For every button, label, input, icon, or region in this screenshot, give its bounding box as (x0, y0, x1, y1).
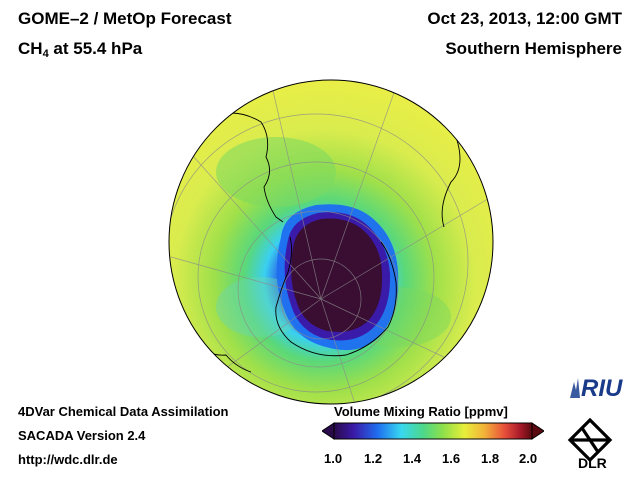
colorbar-tick: 2.0 (519, 451, 538, 466)
riu-logo: RIU (570, 375, 623, 402)
colorbar-max-arrow (531, 422, 544, 440)
riu-logo-text: RIU (581, 375, 623, 402)
colorbar-tick: 1.4 (403, 451, 422, 466)
version-label: SACADA Version 2.4 (18, 428, 146, 443)
product-title: GOME–2 / MetOp Forecast (18, 9, 232, 28)
species-name: CH (18, 39, 43, 58)
colorbar-min-arrow (322, 422, 335, 440)
globe-outline (168, 79, 494, 405)
pressure-level: at 55.4 hPa (48, 39, 143, 58)
dlr-logo-mark (567, 417, 613, 463)
dlr-logo-text: DLR (578, 455, 607, 470)
globe-map (168, 79, 494, 405)
colorbar-tick: 1.6 (442, 451, 461, 466)
website-link[interactable]: http://wdc.dlr.de (18, 452, 118, 467)
south-america-coast (210, 112, 284, 223)
assimilation-label: 4DVar Chemical Data Assimilation (18, 404, 229, 419)
species-subscript: 4 (42, 48, 49, 60)
forecast-datetime: Oct 23, 2013, 12:00 GMT (427, 9, 622, 28)
colorbar-tick: 1.0 (324, 451, 343, 466)
colorbar-gradient (333, 422, 533, 440)
riu-logo-mark (570, 378, 580, 398)
colorbar-title: Volume Mixing Ratio [ppmv] (334, 404, 508, 419)
colorbar-tick: 1.8 (481, 451, 500, 466)
colorbar (322, 422, 544, 440)
antarctica-coast (275, 236, 397, 357)
species-title: CH4 at 55.4 hPa (18, 39, 142, 60)
graticule (169, 81, 492, 404)
colorbar-tick: 1.2 (364, 451, 383, 466)
green-band-patch (216, 137, 336, 207)
vortex-core (291, 218, 383, 332)
region-label: Southern Hemisphere (445, 39, 622, 58)
dlr-logo: DLR (567, 417, 613, 470)
